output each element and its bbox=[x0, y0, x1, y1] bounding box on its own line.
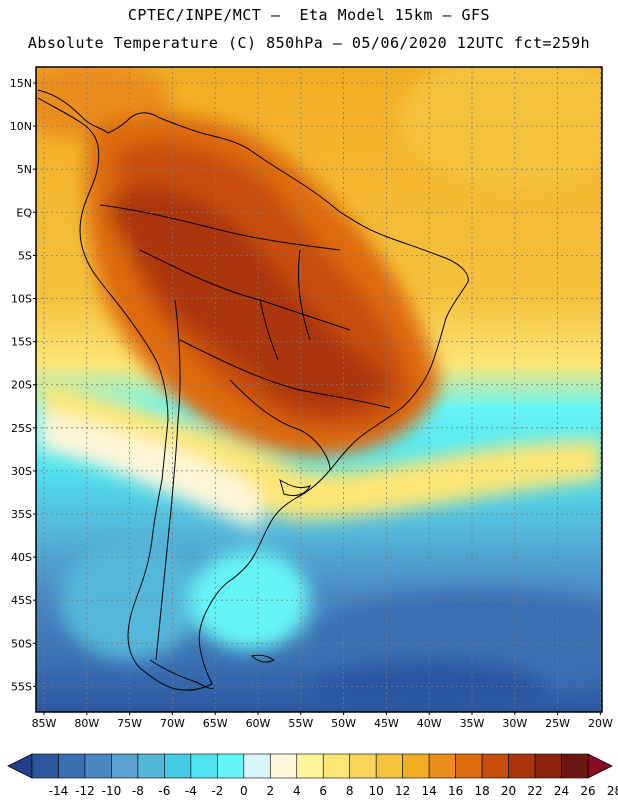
lon-label: 55W bbox=[288, 717, 313, 730]
colorbar-swatch bbox=[164, 753, 192, 779]
lon-label: 70W bbox=[160, 717, 185, 730]
lon-label: 25W bbox=[545, 717, 570, 730]
colorbar-swatch bbox=[243, 753, 271, 779]
colorbar-swatch bbox=[375, 753, 403, 779]
colorbar-swatch bbox=[217, 753, 245, 779]
colorbar-label: 4 bbox=[293, 784, 301, 798]
colorbar-swatch bbox=[534, 753, 562, 779]
colorbar-label: 18 bbox=[474, 784, 489, 798]
lat-label: 25S bbox=[11, 422, 32, 435]
colorbar: -14 -12 -10 -8 -6 -4 -2 0 2 4 6 8 10 12 14 16 18 20 22 24 26… bbox=[7, 753, 618, 798]
lon-label: 50W bbox=[331, 717, 356, 730]
lat-label: 10N bbox=[10, 120, 32, 133]
colorbar-arrow-right bbox=[587, 753, 613, 779]
colorbar-label: 2 bbox=[266, 784, 274, 798]
colorbar-swatch bbox=[455, 753, 483, 779]
colorbar-swatch bbox=[349, 753, 377, 779]
lon-label: 80W bbox=[74, 717, 99, 730]
colorbar-swatch bbox=[31, 753, 59, 779]
lon-label: 30W bbox=[502, 717, 527, 730]
lon-label: 85W bbox=[32, 717, 57, 730]
colorbar-swatch bbox=[481, 753, 509, 779]
lat-label: 30S bbox=[11, 465, 32, 478]
lat-label: 35S bbox=[11, 508, 32, 521]
colorbar-swatch bbox=[296, 753, 324, 779]
colorbar-swatch bbox=[428, 753, 456, 779]
colorbar-swatch bbox=[402, 753, 430, 779]
colorbar-swatch bbox=[84, 753, 112, 779]
colorbar-label: 0 bbox=[240, 784, 248, 798]
colorbar-arrow-left bbox=[7, 753, 33, 779]
colorbar-label: 14 bbox=[422, 784, 437, 798]
colorbar-swatch bbox=[269, 753, 298, 779]
colorbar-swatch bbox=[561, 753, 589, 779]
lon-label: 40W bbox=[417, 717, 442, 730]
lon-label: 75W bbox=[117, 717, 142, 730]
lat-label: 20S bbox=[11, 379, 32, 392]
lon-label: 65W bbox=[203, 717, 228, 730]
colorbar-label: 12 bbox=[395, 784, 410, 798]
colorbar-label: 22 bbox=[527, 784, 542, 798]
lat-label: 5N bbox=[17, 163, 32, 176]
lat-label: 10S bbox=[11, 293, 32, 306]
colorbar-label: -14 bbox=[49, 784, 69, 798]
colorbar-label: -8 bbox=[132, 784, 144, 798]
colorbar-swatch bbox=[508, 753, 536, 779]
colorbar-swatch bbox=[137, 753, 165, 779]
lat-label: 40S bbox=[11, 551, 32, 564]
colorbar-label: -10 bbox=[102, 784, 122, 798]
lat-label: 5S bbox=[18, 249, 32, 262]
colorbar-label: 20 bbox=[501, 784, 516, 798]
colorbar-swatch bbox=[111, 753, 139, 779]
coastlines bbox=[37, 89, 469, 691]
colorbar-label: 16 bbox=[448, 784, 463, 798]
colorbar-label: 8 bbox=[346, 784, 354, 798]
lat-label: 55S bbox=[11, 680, 32, 693]
graticule bbox=[36, 67, 602, 712]
colorbar-label: -2 bbox=[211, 784, 223, 798]
lon-label: 60W bbox=[246, 717, 271, 730]
longitude-labels: 85W 80W 75W 70W 65W 60W 55W 50W 45W 40W 35W 30W 25W 2… bbox=[32, 712, 613, 730]
lat-label: 15S bbox=[11, 336, 32, 349]
temperature-field bbox=[36, 67, 602, 712]
lon-label: 20W bbox=[588, 717, 613, 730]
lat-label: 15N bbox=[10, 77, 32, 90]
colorbar-label: -4 bbox=[185, 784, 197, 798]
lon-label: 45W bbox=[374, 717, 399, 730]
colorbar-swatch bbox=[58, 753, 86, 779]
colorbar-label: 6 bbox=[319, 784, 327, 798]
colorbar-swatch bbox=[190, 753, 218, 779]
colorbar-swatch bbox=[322, 753, 351, 779]
lon-label: 35W bbox=[460, 717, 485, 730]
colorbar-label: 24 bbox=[554, 784, 569, 798]
colorbar-label: 26 bbox=[580, 784, 595, 798]
colorbar-label: 28 bbox=[607, 784, 618, 798]
colorbar-label: -6 bbox=[158, 784, 170, 798]
map-title: CPTEC/INPE/MCT – Eta Model 15km – GFS bbox=[127, 6, 491, 24]
colorbar-label: -12 bbox=[75, 784, 95, 798]
map-frame bbox=[35, 66, 603, 713]
lat-label: 45S bbox=[11, 594, 32, 607]
colorbar-label: 10 bbox=[369, 784, 384, 798]
lat-label: EQ bbox=[16, 206, 32, 219]
latitude-labels: 15N 10N 5N EQ 5S 10S 15S 20S 25S 30S 35S 40S 45S 50S 5… bbox=[10, 77, 36, 693]
map-subtitle: Absolute Temperature (C) 850hPa – 05/06/… bbox=[27, 34, 591, 52]
lat-label: 50S bbox=[11, 637, 32, 650]
